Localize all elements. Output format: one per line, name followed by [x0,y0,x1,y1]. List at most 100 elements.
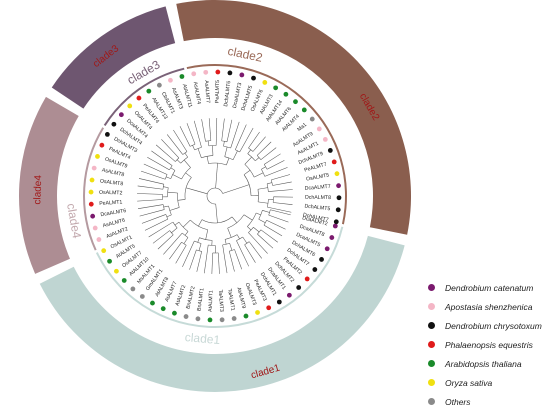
tree-branch [191,189,207,194]
tree-branch [273,182,292,186]
tree-branch [237,235,239,239]
tree-branch [170,207,180,210]
leaf-label: PeALMT1 [99,200,123,208]
species-dot [137,96,142,101]
tree-branch [156,145,175,162]
species-dot [262,80,267,85]
tree-branch [223,186,245,193]
species-dot [255,310,260,315]
tree-branch [184,237,188,243]
species-dot [232,316,237,321]
tree-branch [248,233,267,254]
species-dot [329,235,334,240]
species-dots [89,70,342,323]
species-dot [328,148,333,153]
tree-branch [139,178,164,184]
tree-branch [236,241,248,267]
tree-branch [202,119,206,141]
species-dot [284,92,289,97]
clade4-outer-band [19,97,79,274]
species-dot [107,259,112,264]
leaf-label: AsALMT7 [203,80,211,103]
legend-dot [428,322,435,329]
species-dot [336,207,341,212]
clade1-inner-label: clade1 [184,330,221,347]
tree-branch [182,241,194,267]
tree-branch [258,202,268,203]
tree-branches [137,118,293,274]
tree-branch [167,134,183,154]
species-dot [105,132,110,137]
tree-branch [186,173,192,178]
tree-branch [225,147,227,157]
tree-branch [261,167,265,169]
species-dot [239,73,244,78]
species-dot [90,214,95,219]
tree-branch [151,151,172,166]
species-dot [273,85,278,90]
tree-branch [153,231,170,244]
tree-branch [207,156,208,163]
tree-branch [204,245,208,273]
tree-branch [253,227,259,232]
legend-label: Apostasia shenzhenica [445,302,532,312]
species-dot [334,219,339,224]
species-dot [111,122,116,127]
tree-branch [163,233,182,254]
species-dot [317,127,322,132]
legend-dot [428,284,435,291]
tree-branch [208,141,209,146]
species-dot [208,317,213,322]
species-dot [266,305,271,310]
species-dot [277,300,282,305]
species-dot [127,104,132,109]
tree-branch [225,239,226,244]
species-dot [92,166,97,171]
tree-branch [244,170,250,174]
species-dot [89,202,94,207]
tree-branch [171,168,175,171]
tree-branch [171,228,177,233]
tree-branch [240,128,253,152]
tree-branch [267,160,284,169]
species-dot [323,137,328,142]
legend-label: Dendrobium catenatum [445,283,533,293]
tree-branch [268,189,292,191]
tree-branch [248,150,251,154]
species-dot [333,224,338,229]
leaf-label: AtALMT9 [235,287,246,310]
tree-branch [262,210,269,212]
tree-branch [166,177,171,179]
tree-branch [167,215,172,217]
legend-dot [428,379,435,386]
species-dot [332,159,337,164]
tree-branch [267,220,286,229]
species-dot [335,171,340,176]
tree-branch [189,250,196,270]
legend-item-dchr: Dendrobium chrysotoxum [428,316,548,335]
legend-dot [428,341,435,348]
tree-branch [147,157,169,170]
tree-branch [173,174,182,179]
tree-branch [224,141,225,146]
tree-branch [194,121,201,148]
species-dot [114,269,119,274]
tree-branch [254,173,263,177]
legend-item-dcat: Dendrobium catenatum [428,278,548,297]
leaf-label: TaALMT3 [217,289,224,312]
species-dot [287,293,292,298]
tree-branch [269,215,289,222]
leaf-labels: DcaALMT2DcaALMT8DcaALMT5DchALMT6DchALMT7… [99,80,331,312]
legend-item-pequ: Phalaenopsis equestris [428,335,548,354]
species-dot [150,301,155,306]
tree-branch [226,158,229,165]
tree-branch [177,160,181,163]
tree-branch [175,222,179,225]
tree-branch [209,118,211,140]
tree-branch [273,203,292,205]
species-dot [90,178,95,183]
tree-branch [186,188,191,189]
species-dot [305,277,310,282]
species-dot [157,83,162,88]
species-dot [89,190,94,195]
